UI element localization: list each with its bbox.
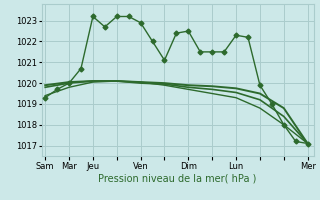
X-axis label: Pression niveau de la mer( hPa ): Pression niveau de la mer( hPa ) bbox=[99, 173, 257, 183]
